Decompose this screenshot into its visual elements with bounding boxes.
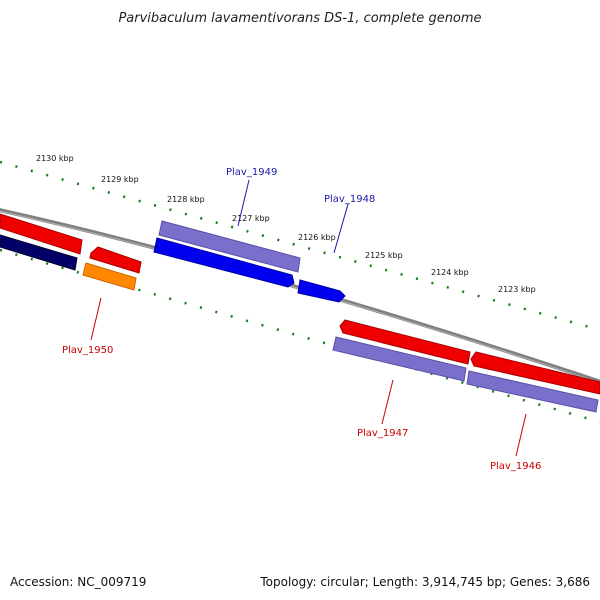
tick-label-2123: 2123 kbp: [498, 285, 536, 294]
tick-label-2127: 2127 kbp: [232, 214, 270, 223]
tick-label-2126: 2126 kbp: [298, 233, 336, 242]
gene-plav-1947-red: [339, 319, 471, 365]
gene-label-plav-1950: Plav_1950: [62, 345, 113, 356]
gene-purple-upper: [158, 220, 301, 273]
accession-text: Accession: NC_009719: [10, 575, 146, 589]
map-title: Parvibaculum lavamentivorans DS-1, compl…: [118, 11, 481, 26]
tick-track-outer: [0, 160, 600, 332]
gene-red-left-top: [0, 213, 83, 255]
tick-label-2129: 2129 kbp: [101, 175, 139, 184]
gene-red-small: [89, 246, 142, 274]
leader-plav-1948: [333, 203, 349, 254]
gene-plav-1946-red: [470, 351, 600, 395]
gene-label-plav-1948: Plav_1948: [324, 194, 375, 205]
gene-plav-1948: [297, 279, 346, 303]
tick-label-2128: 2128 kbp: [167, 195, 205, 204]
gene-plav-1947: [332, 336, 467, 382]
tick-label-2130: 2130 kbp: [36, 154, 74, 163]
gene-label-plav-1947: Plav_1947: [357, 428, 408, 439]
leader-plav-1946: [515, 413, 527, 457]
gene-label-plav-1949: Plav_1949: [226, 167, 277, 178]
tick-label-2124: 2124 kbp: [431, 268, 469, 277]
gene-navy-left: [0, 234, 78, 271]
leader-plav-1947: [381, 379, 394, 425]
leader-plav-1949: [237, 179, 250, 227]
leader-plav-1950: [90, 297, 102, 341]
gene-orange: [82, 262, 137, 291]
gene-plav-1946: [466, 370, 599, 413]
gene-plav-1949: [153, 237, 295, 288]
gene-label-plav-1946: Plav_1946: [490, 461, 541, 472]
tick-label-2125: 2125 kbp: [365, 251, 403, 260]
genome-summary-text: Topology: circular; Length: 3,914,745 bp…: [259, 575, 590, 589]
